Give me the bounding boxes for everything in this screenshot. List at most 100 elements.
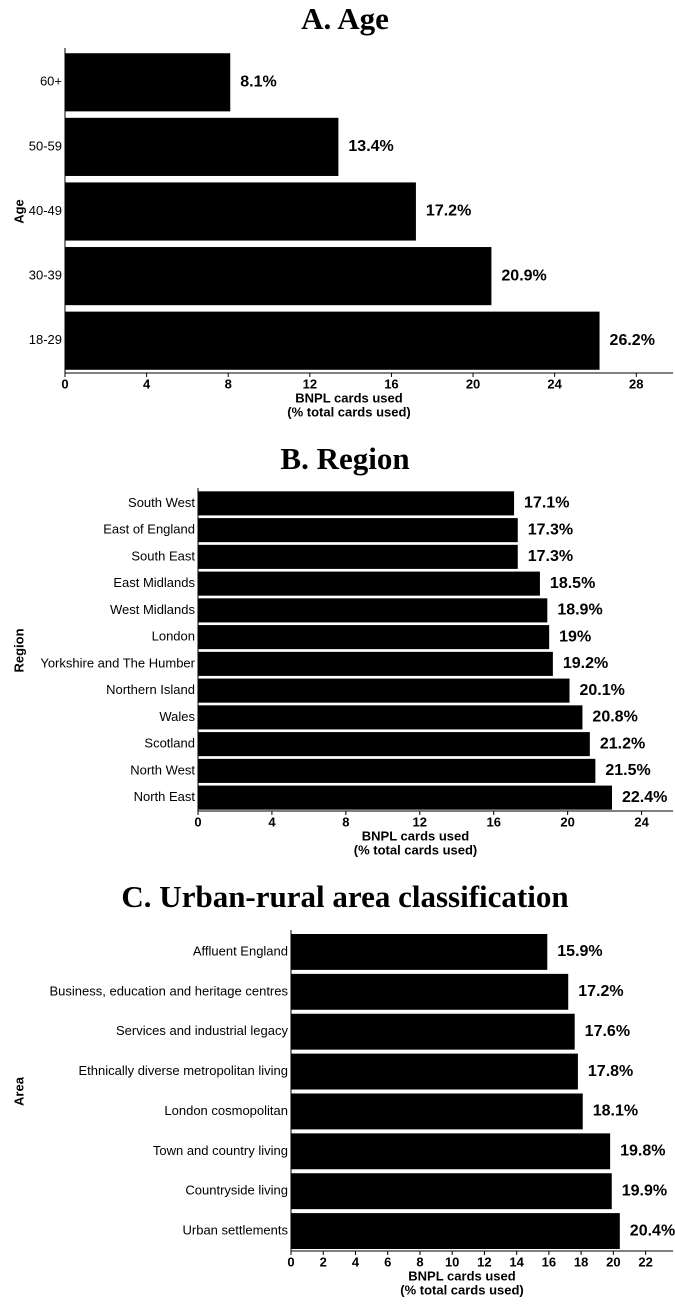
- value-label: 17.3%: [528, 521, 573, 538]
- value-label: 20.9%: [501, 267, 546, 284]
- value-label: 22.4%: [622, 789, 667, 806]
- y-tick-label: Wales: [159, 709, 195, 724]
- x-tick-label: 18: [574, 1254, 588, 1269]
- bar: [198, 678, 570, 703]
- bar: [198, 598, 548, 623]
- x-tick-label: 6: [384, 1254, 391, 1269]
- y-tick-label: 18-29: [29, 332, 62, 347]
- bar: [198, 571, 540, 596]
- y-tick-label: Countryside living: [185, 1183, 288, 1198]
- y-tick-label: Town and country living: [153, 1143, 288, 1158]
- y-tick-label: Urban settlements: [183, 1223, 289, 1238]
- x-tick-label: 24: [547, 376, 562, 391]
- bar: [198, 758, 596, 783]
- y-tick-label: Services and industrial legacy: [116, 1023, 288, 1038]
- value-label: 17.2%: [578, 983, 623, 1000]
- y-tick-label: South East: [131, 548, 195, 563]
- value-label: 18.5%: [550, 575, 595, 592]
- x-tick-label: 16: [542, 1254, 556, 1269]
- bar: [291, 1133, 611, 1170]
- x-tick-label: 2: [320, 1254, 327, 1269]
- bar: [198, 544, 518, 569]
- x-tick-label: 20: [560, 814, 574, 829]
- value-label: 19%: [559, 628, 591, 645]
- x-tick-label: 12: [477, 1254, 491, 1269]
- bar: [65, 311, 600, 370]
- x-axis-label: BNPL cards used: [295, 390, 402, 405]
- value-label: 20.1%: [579, 682, 624, 699]
- x-tick-label: 24: [634, 814, 649, 829]
- value-label: 13.4%: [348, 138, 393, 155]
- y-tick-label: Scotland: [144, 736, 195, 751]
- bar: [198, 785, 613, 810]
- x-tick-label: 28: [629, 376, 643, 391]
- bar: [291, 1013, 575, 1050]
- value-label: 26.2%: [610, 332, 655, 349]
- bar: [198, 518, 518, 543]
- value-label: 19.8%: [620, 1143, 665, 1160]
- bar: [198, 732, 590, 757]
- value-label: 20.8%: [592, 709, 637, 726]
- x-tick-label: 8: [416, 1254, 423, 1269]
- x-tick-label: 8: [225, 376, 232, 391]
- bar: [291, 1213, 620, 1250]
- bar: [65, 247, 492, 306]
- value-label: 21.5%: [605, 762, 650, 779]
- x-tick-label: 4: [352, 1254, 360, 1269]
- bar: [291, 933, 548, 970]
- x-tick-label: 14: [509, 1254, 524, 1269]
- chart-title: A. Age: [301, 1, 389, 36]
- x-tick-label: 10: [445, 1254, 459, 1269]
- x-axis-label: (% total cards used): [400, 1282, 524, 1297]
- bar: [65, 182, 416, 241]
- value-label: 18.1%: [593, 1103, 638, 1120]
- x-tick-label: 20: [606, 1254, 620, 1269]
- value-label: 17.1%: [524, 495, 569, 512]
- y-tick-label: Business, education and heritage centres: [50, 983, 289, 998]
- bar: [291, 973, 569, 1010]
- x-tick-label: 16: [486, 814, 500, 829]
- value-label: 19.2%: [563, 655, 608, 672]
- y-tick-label: Northern Island: [106, 682, 195, 697]
- y-tick-label: Yorkshire and The Humber: [40, 655, 195, 670]
- y-tick-label: 50-59: [29, 138, 62, 153]
- x-axis-label: BNPL cards used: [362, 828, 469, 843]
- y-tick-label: East Midlands: [113, 575, 195, 590]
- y-axis-label: Area: [11, 1076, 26, 1106]
- bar: [291, 1173, 612, 1210]
- bar: [198, 705, 583, 730]
- x-tick-label: 4: [143, 376, 151, 391]
- y-tick-label: London: [152, 629, 195, 644]
- y-tick-label: Affluent England: [193, 943, 288, 958]
- y-tick-label: 60+: [40, 74, 62, 89]
- value-label: 17.2%: [426, 203, 471, 220]
- value-label: 19.9%: [622, 1182, 667, 1199]
- x-tick-label: 20: [466, 376, 480, 391]
- x-tick-label: 0: [194, 814, 201, 829]
- x-axis-label: (% total cards used): [354, 842, 478, 857]
- value-label: 17.8%: [588, 1063, 633, 1080]
- y-axis-label: Age: [11, 199, 26, 224]
- y-tick-label: North West: [130, 762, 195, 777]
- x-tick-label: 0: [61, 376, 68, 391]
- value-label: 18.9%: [557, 602, 602, 619]
- x-tick-label: 4: [268, 814, 276, 829]
- bar: [198, 651, 553, 676]
- x-axis-label: (% total cards used): [287, 404, 411, 419]
- y-tick-label: 40-49: [29, 203, 62, 218]
- value-label: 17.3%: [528, 548, 573, 565]
- bar: [291, 1093, 583, 1130]
- value-label: 17.6%: [585, 1023, 630, 1040]
- bar: [65, 53, 231, 112]
- x-tick-label: 12: [303, 376, 317, 391]
- chart-title: C. Urban-rural area classification: [121, 879, 568, 914]
- bar: [198, 625, 550, 650]
- y-axis-label: Region: [11, 628, 26, 672]
- y-tick-label: London cosmopolitan: [164, 1103, 288, 1118]
- y-tick-label: East of England: [103, 522, 195, 537]
- value-label: 15.9%: [557, 943, 602, 960]
- chart-title: B. Region: [280, 441, 409, 476]
- y-tick-label: North East: [134, 789, 196, 804]
- x-tick-label: 8: [342, 814, 349, 829]
